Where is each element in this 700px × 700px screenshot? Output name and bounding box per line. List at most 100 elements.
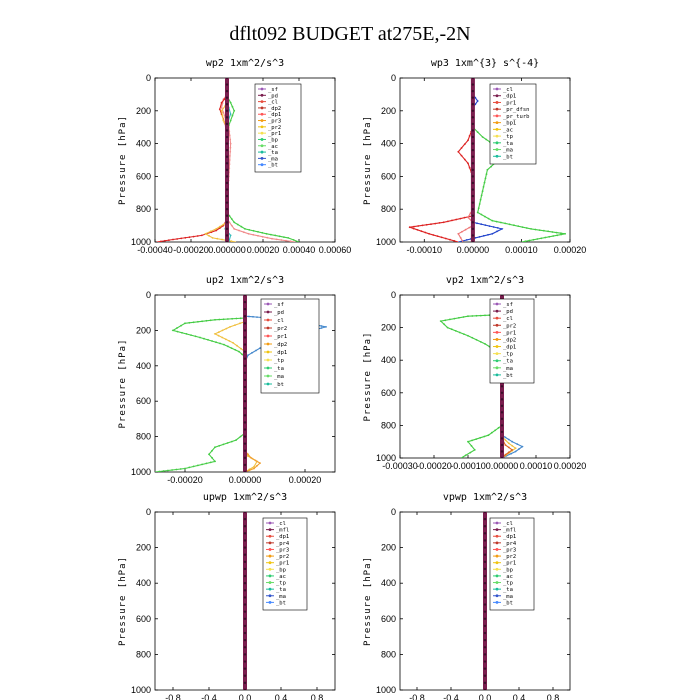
legend-label: _pr2	[276, 554, 289, 560]
legend-marker	[495, 302, 499, 306]
series-point	[160, 240, 162, 242]
series-point	[494, 429, 497, 432]
legend-marker	[495, 316, 499, 320]
series-point	[225, 122, 229, 126]
series-point	[496, 227, 499, 229]
series-point	[471, 155, 475, 158]
series-point	[243, 532, 247, 535]
series-point	[460, 154, 463, 157]
series-point	[211, 449, 213, 452]
series-point	[507, 446, 510, 449]
series-point	[243, 350, 247, 353]
legend-label: _bt	[276, 600, 286, 606]
series-point	[463, 158, 466, 161]
series-point	[229, 119, 232, 122]
series-point	[467, 334, 469, 337]
series-point	[254, 459, 257, 462]
series-point	[500, 430, 504, 434]
series-point	[215, 229, 218, 232]
series-point	[228, 134, 231, 137]
series-point	[479, 341, 482, 343]
series-point	[476, 131, 479, 134]
legend-label: _ma	[503, 148, 513, 154]
series-point	[240, 225, 243, 228]
series-point	[243, 329, 247, 332]
series-point	[449, 238, 451, 241]
legend-marker	[495, 148, 499, 151]
series-point	[532, 238, 535, 241]
legend-label: _pr1	[503, 100, 516, 106]
series-point	[225, 221, 229, 224]
series-point	[463, 216, 466, 219]
series-point	[543, 229, 545, 232]
series-point	[476, 222, 478, 225]
series-point	[544, 236, 547, 239]
series-point	[229, 138, 232, 141]
legend-label: _cl	[274, 318, 284, 324]
series-point	[243, 428, 247, 431]
panel-2: up2 1xm^2/s^3 Pressure [hPa] 0 200 400 600 800…	[118, 275, 336, 485]
y-tick-label: 400	[136, 139, 151, 149]
y-tick-label: 1000	[376, 685, 396, 695]
series-point	[511, 444, 514, 447]
series-point	[188, 466, 191, 469]
x-tick-label: 0.00020	[247, 245, 280, 255]
legend-label: _cl	[268, 100, 278, 106]
series-point	[482, 186, 485, 188]
series-point	[247, 232, 250, 235]
series-point	[289, 240, 292, 242]
legend-marker	[260, 131, 264, 135]
series-point	[158, 470, 161, 472]
series-point	[257, 230, 259, 233]
y-tick-label: 1000	[376, 237, 396, 247]
legend-marker	[266, 366, 270, 370]
series-point	[548, 235, 551, 238]
plot-frame	[399, 77, 571, 243]
x-tick-label: 0.00020	[554, 245, 587, 255]
series-point	[483, 631, 487, 635]
legend-label: _pr2	[274, 326, 287, 332]
series-point	[228, 340, 231, 342]
legend-marker	[268, 567, 272, 571]
series-point	[253, 465, 255, 468]
series-group	[243, 512, 247, 690]
x-tick-label: 0.00010	[505, 245, 538, 255]
legend-marker	[268, 594, 272, 598]
series-point	[239, 435, 242, 438]
series-point	[194, 335, 197, 338]
y-tick-label: 200	[381, 323, 396, 333]
series-point	[243, 667, 247, 670]
series-point	[483, 638, 487, 642]
series-point	[235, 317, 238, 320]
legend-label: _sf	[274, 302, 284, 308]
series-point	[243, 610, 247, 613]
series-point	[201, 463, 204, 466]
legend-label: _pd	[274, 310, 284, 316]
legend-label: _bt	[268, 163, 278, 169]
series-point	[253, 467, 255, 470]
series-point	[434, 222, 437, 225]
legend-marker	[495, 574, 499, 578]
series-point	[500, 391, 504, 394]
series-point	[514, 450, 517, 453]
series-point	[243, 596, 247, 599]
y-tick-label: 600	[136, 396, 151, 406]
series-point	[243, 560, 247, 564]
series-point	[243, 322, 247, 325]
legend-marker	[495, 114, 499, 118]
series-point	[204, 232, 207, 235]
series-point	[460, 147, 463, 149]
series-point	[230, 224, 233, 227]
series-point	[222, 443, 225, 446]
series-point	[465, 239, 468, 241]
series-point	[275, 238, 278, 241]
series-point	[471, 194, 475, 198]
series-point	[229, 142, 232, 145]
series-point	[220, 109, 223, 112]
series-point	[471, 315, 474, 317]
legend-label: _dp1	[503, 345, 516, 351]
series-line-pr2	[244, 295, 261, 472]
series-point	[243, 378, 247, 382]
legend-label: _pr1	[503, 561, 516, 567]
series-point	[534, 228, 537, 231]
